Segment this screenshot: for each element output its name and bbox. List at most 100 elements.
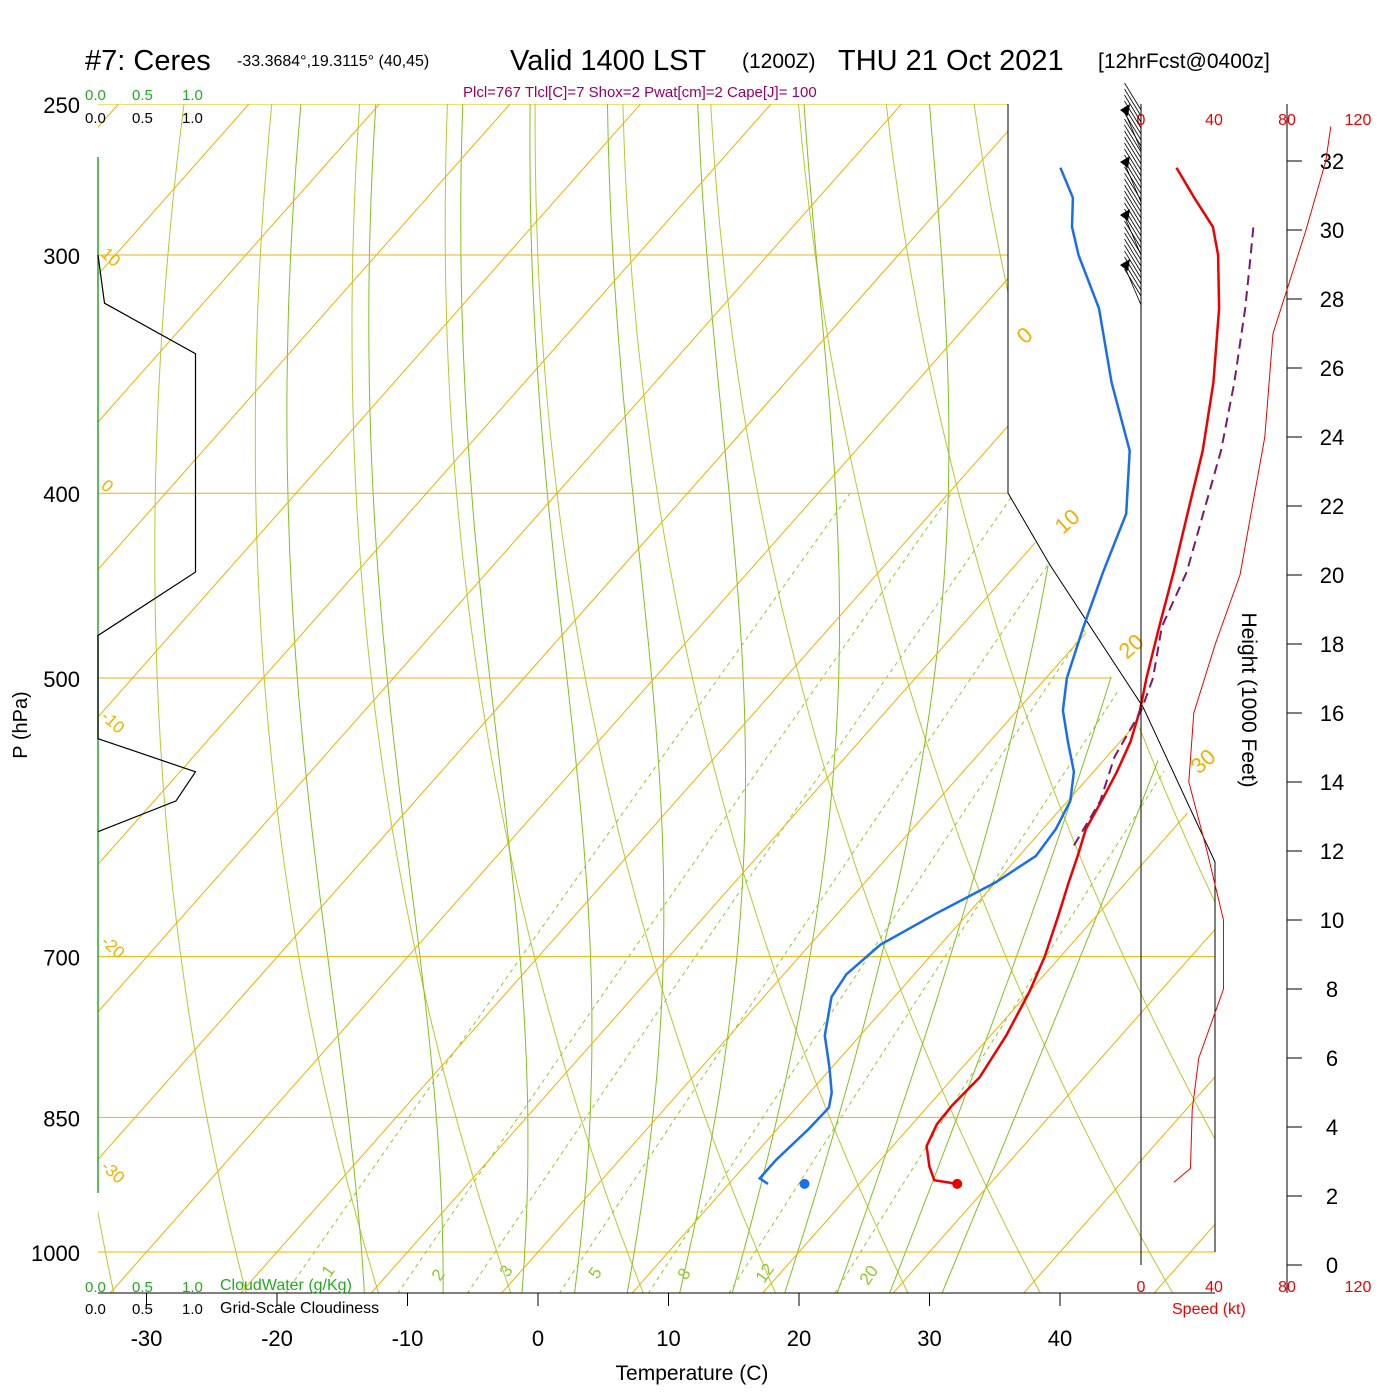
valid-time: Valid 1400 LST <box>510 45 706 77</box>
wind-barb-staff <box>1123 161 1142 203</box>
y-axis-label: P (hPa) <box>10 691 32 758</box>
pressure-label: 250 <box>43 93 80 118</box>
isotherm-line <box>98 104 280 1293</box>
surface-dewpoint-marker <box>799 1178 810 1189</box>
mixing-ratio-line <box>643 492 1178 1293</box>
mixing-ratio-line <box>554 492 1098 1293</box>
speed-axis-label: Speed (kt) <box>1172 1301 1246 1318</box>
cloudiness-title: Grid-Scale Cloudiness <box>220 1300 379 1317</box>
cloudwater-scale-0: 0.0 <box>85 87 106 104</box>
dry-adiabat-line <box>351 104 514 1293</box>
pressure-label: 300 <box>43 244 80 269</box>
cloudwater-scale-bottom-0: 0.0 <box>85 1279 106 1296</box>
moist-adiabat-line <box>368 104 444 1293</box>
wind-speed-line <box>1173 126 1332 1183</box>
cloudiness-panel: 0.0 0.5 1.0 0.0 0.5 1.0 0.0 0.5 1.0 Clou… <box>85 87 379 1318</box>
dry-adiabat-line <box>882 104 1215 1293</box>
isotherm-label: 10 <box>1050 504 1085 539</box>
pressure-label: 400 <box>43 482 80 507</box>
wind-barb <box>1124 88 1142 117</box>
cloudiness-scale-0: 0.0 <box>85 110 106 127</box>
dry-adiabat-line <box>534 104 780 1293</box>
forecast-label: [12hrFcst@0400z] <box>1098 50 1270 73</box>
wind-barb <box>1124 124 1142 153</box>
mixing-ratio-line <box>280 492 851 1293</box>
wind-barb-staff <box>1123 264 1142 306</box>
height-tick-label: 20 <box>1320 563 1344 588</box>
pressure-label: 850 <box>43 1106 80 1131</box>
moist-adiabat-line <box>529 104 593 1293</box>
cloudwater-scale-bottom-1: 0.5 <box>132 1279 153 1296</box>
height-tick-label: 14 <box>1320 770 1344 795</box>
cloudwater-scale-bottom-2: 1.0 <box>182 1279 203 1296</box>
speed-tick-label-bottom: 0 <box>1137 1279 1146 1296</box>
moist-adiabat-line <box>286 104 366 1293</box>
axes: Temperature (C) P (hPa) Height (1000 Fee… <box>10 93 1260 1385</box>
wind-barb <box>1124 220 1142 249</box>
wind-barb <box>1124 148 1142 177</box>
height-tick-label: 32 <box>1320 149 1344 174</box>
dewpoint-line <box>757 167 1131 1185</box>
x-tick-label: 30 <box>917 1326 941 1351</box>
isotherm-line <box>343 104 1215 1293</box>
isotherm-left-label: -20 <box>97 932 128 963</box>
speed-tick-label-bottom: 80 <box>1278 1279 1296 1296</box>
wind-barb <box>1124 166 1142 195</box>
cloudiness-scale-2: 1.0 <box>182 110 203 127</box>
mixing-ratio-line <box>462 492 1015 1293</box>
wind-panel: Speed (kt) 02468101214161820222426283032… <box>1120 82 1371 1318</box>
wind-pennant <box>1120 104 1130 116</box>
utc-time: (1200Z) <box>742 50 816 73</box>
height-tick-label: 2 <box>1326 1184 1338 1209</box>
cloudiness-scale-bottom-2: 1.0 <box>182 1301 203 1318</box>
isotherm-line <box>98 104 802 1293</box>
isotherm-line <box>996 104 1215 1293</box>
x-tick-label: 0 <box>532 1326 544 1351</box>
dry-adiabat-line <box>1055 104 1215 1293</box>
wind-barb-staff <box>1123 109 1142 151</box>
moist-adiabat-line <box>677 104 746 1293</box>
x-tick-label: -10 <box>392 1326 424 1351</box>
speed-tick-label-top: 80 <box>1278 112 1296 129</box>
wind-barb <box>1124 94 1142 123</box>
height-axis-label: Height (1000 Feet) <box>1237 612 1260 787</box>
moist-adiabat-line <box>729 104 840 1293</box>
height-tick-label: 28 <box>1320 287 1344 312</box>
mixing-ratio-label: 20 <box>856 1262 882 1288</box>
stability-indices: Plcl=767 Tlcl[C]=7 Shox=2 Pwat[cm]=2 Cap… <box>463 84 817 101</box>
x-axis-label: Temperature (C) <box>616 1362 769 1385</box>
dry-adiabat-line <box>621 104 912 1293</box>
moist-adiabat-line <box>781 104 950 1293</box>
station-coords: -33.3684°,19.3115° (40,45) <box>237 53 429 70</box>
mixing-ratio-label: 8 <box>674 1265 695 1284</box>
speed-tick-label-top: 40 <box>1205 112 1223 129</box>
chart-header: #7: Ceres -33.3684°,19.3115° (40,45) Val… <box>85 45 1270 101</box>
x-tick-label: -30 <box>131 1326 163 1351</box>
mixing-ratio-lines <box>280 492 1215 1293</box>
x-tick-label: 20 <box>787 1326 811 1351</box>
isotherm-line <box>604 104 1215 1293</box>
wind-barb <box>1124 130 1142 159</box>
isotherm-left-label: -10 <box>97 707 128 738</box>
sounding-profiles <box>757 167 1255 1189</box>
mixing-ratio-label: 3 <box>496 1262 517 1281</box>
height-tick-label: 10 <box>1320 908 1344 933</box>
plot-right-edge <box>1007 104 1216 1252</box>
wind-barb <box>1124 184 1142 213</box>
mixing-ratio-line <box>830 492 1215 1293</box>
wind-barb <box>1124 268 1142 297</box>
cloudiness-scale-bottom-1: 0.5 <box>132 1301 153 1318</box>
isotherm-label: 20 <box>1114 629 1149 664</box>
wind-barb <box>1124 190 1142 219</box>
height-tick-label: 8 <box>1326 977 1338 1002</box>
valid-date: THU 21 Oct 2021 <box>838 45 1064 77</box>
height-tick-label: 26 <box>1320 356 1344 381</box>
wind-barb-staff <box>1123 214 1142 256</box>
mixing-ratio-line <box>724 492 1215 1293</box>
height-tick-label: 12 <box>1320 839 1344 864</box>
pressure-label: 700 <box>43 946 80 971</box>
cloudwater-scale-1: 0.5 <box>132 87 153 104</box>
speed-tick-label-bottom: 40 <box>1205 1279 1223 1296</box>
mixing-ratio-label: 12 <box>752 1260 778 1286</box>
moist-adiabat-line <box>938 104 1215 1293</box>
